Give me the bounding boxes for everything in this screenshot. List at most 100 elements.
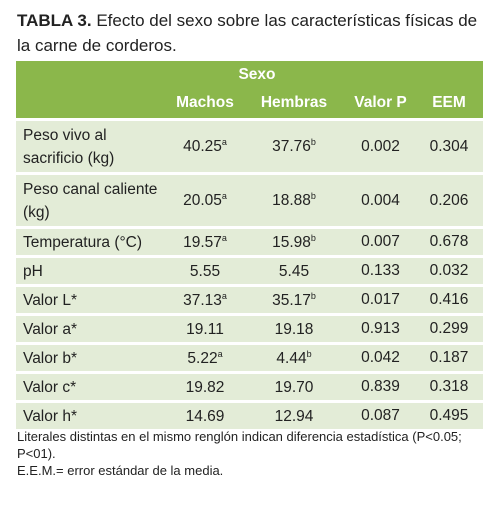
header-col-label [16,88,168,120]
cell-hembras-value: 18.88 [272,192,311,209]
cell-machos-value: 37.13 [183,291,222,309]
cell-hembras: 18.88b [242,172,346,228]
header-empty [346,61,415,88]
cell-valor-p-value: 0.007 [361,233,400,250]
cell-eem-value: 0.299 [429,320,469,337]
table-row: pH 5.55 5.45 0.133 0.032 [16,255,483,286]
cell-hembras-value: 19.70 [274,378,314,396]
cell-machos-value: 20.05 [183,192,222,209]
cell-eem-value: 0.206 [429,191,469,209]
cell-machos-superscript: a [221,232,227,243]
cell-hembras-superscript: b [306,348,312,359]
cell-valor-p-value: 0.042 [361,349,400,366]
cell-hembras: 19.70 [242,371,346,402]
table-caption-label: TABLA 3. [17,11,92,30]
cell-machos-value: 5.22 [187,349,218,367]
cell-machos-superscript: a [221,290,227,301]
cell-machos: 19.57a [168,226,242,257]
table-row: Valor c* 19.82 19.70 0.839 0.318 [16,371,483,402]
cell-eem-value: 0.416 [429,291,469,308]
cell-valor-p: 0.002 [346,118,415,174]
cell-eem: 0.318 [415,371,483,402]
cell-hembras: 37.76b [242,118,346,174]
cell-machos: 5.22a [168,342,242,373]
note-literales: Literales distintas en el mismo renglón … [17,429,462,461]
cell-machos: 19.11 [168,313,242,344]
cell-machos-superscript: a [221,137,227,147]
table-body: Peso vivo al sacrificio (kg) 40.25a 37.76b… [16,118,483,429]
cell-hembras-value: 35.17 [272,291,311,309]
cell-eem-value: 0.678 [429,233,469,250]
row-label-value: Valor a* [23,320,77,338]
row-label-value: Temperatura (°C) [23,233,143,251]
cell-machos: 14.69 [168,400,242,429]
cell-machos: 20.05a [168,172,242,228]
cell-eem: 0.206 [415,172,483,228]
cell-eem: 0.032 [415,255,483,286]
table-row: Valor L* 37.13a 35.17b 0.017 0.416 [16,284,483,315]
cell-valor-p-value: 0.087 [361,407,400,424]
table-caption-text: Efecto del sexo sobre las característica… [17,11,478,55]
cell-machos-value: 5.55 [189,262,221,280]
cell-eem: 0.187 [415,342,483,373]
cell-eem: 0.416 [415,284,483,315]
note-eem: E.E.M.= error estándar de la media. [17,463,224,478]
cell-valor-p-value: 0.133 [361,262,400,279]
row-label-value: Peso canal caliente (kg) [23,180,158,221]
cell-eem: 0.299 [415,313,483,344]
cell-valor-p: 0.133 [346,255,415,286]
header-sexo: Sexo [168,61,346,88]
cell-valor-p: 0.913 [346,313,415,344]
row-label-value: Valor L* [23,291,77,309]
row-label: Valor a* [16,313,168,344]
cell-machos-superscript: a [217,348,223,359]
cell-machos: 40.25a [168,118,242,174]
cell-hembras-value: 12.94 [274,407,314,425]
cell-machos-value: 14.69 [185,407,225,425]
cell-eem-value: 0.495 [429,407,469,424]
row-label: Valor L* [16,284,168,315]
table-caption: TABLA 3. Efecto del sexo sobre las carac… [17,8,487,58]
cell-eem-value: 0.304 [429,137,469,155]
cell-hembras-superscript: b [310,191,316,201]
row-label: Temperatura (°C) [16,226,168,257]
cell-eem: 0.495 [415,400,483,429]
cell-hembras: 15.98b [242,226,346,257]
row-label: Valor c* [16,371,168,402]
cell-valor-p: 0.839 [346,371,415,402]
header-empty [16,61,168,88]
cell-machos-value: 19.57 [183,233,222,251]
header-row-columns: Machos Hembras Valor P EEM [16,88,483,120]
table-row: Valor h* 14.69 12.94 0.087 0.495 [16,400,483,429]
cell-hembras: 4.44b [242,342,346,373]
row-label-value: pH [23,262,43,280]
header-col-hembras: Hembras [242,88,346,120]
cell-hembras-value: 5.45 [278,262,310,280]
cell-hembras: 35.17b [242,284,346,315]
table-row: Temperatura (°C) 19.57a 15.98b 0.007 0.678 [16,226,483,257]
cell-hembras-value: 37.76 [272,138,311,155]
cell-hembras-value: 15.98 [272,233,311,251]
row-label-value: Valor b* [23,349,77,367]
cell-hembras: 5.45 [242,255,346,286]
cell-machos: 37.13a [168,284,242,315]
cell-hembras-superscript: b [310,232,316,243]
cell-valor-p-value: 0.913 [361,320,400,337]
cell-valor-p-value: 0.002 [361,137,400,155]
cell-eem-value: 0.032 [429,262,469,279]
row-label: Valor b* [16,342,168,373]
cell-hembras-superscript: b [310,137,316,147]
cell-hembras: 12.94 [242,400,346,429]
cell-eem: 0.678 [415,226,483,257]
cell-valor-p: 0.017 [346,284,415,315]
cell-machos: 19.82 [168,371,242,402]
cell-valor-p: 0.087 [346,400,415,429]
table-row: Peso canal caliente (kg) 20.05a 18.88b 0.00… [16,172,483,228]
data-table: Sexo Machos Hembras Valor P EEM Peso viv… [16,61,483,429]
cell-valor-p-value: 0.839 [361,378,400,395]
cell-valor-p: 0.042 [346,342,415,373]
cell-machos-value: 40.25 [183,138,222,155]
row-label: Valor h* [16,400,168,429]
row-label: Peso canal caliente (kg) [16,172,168,228]
